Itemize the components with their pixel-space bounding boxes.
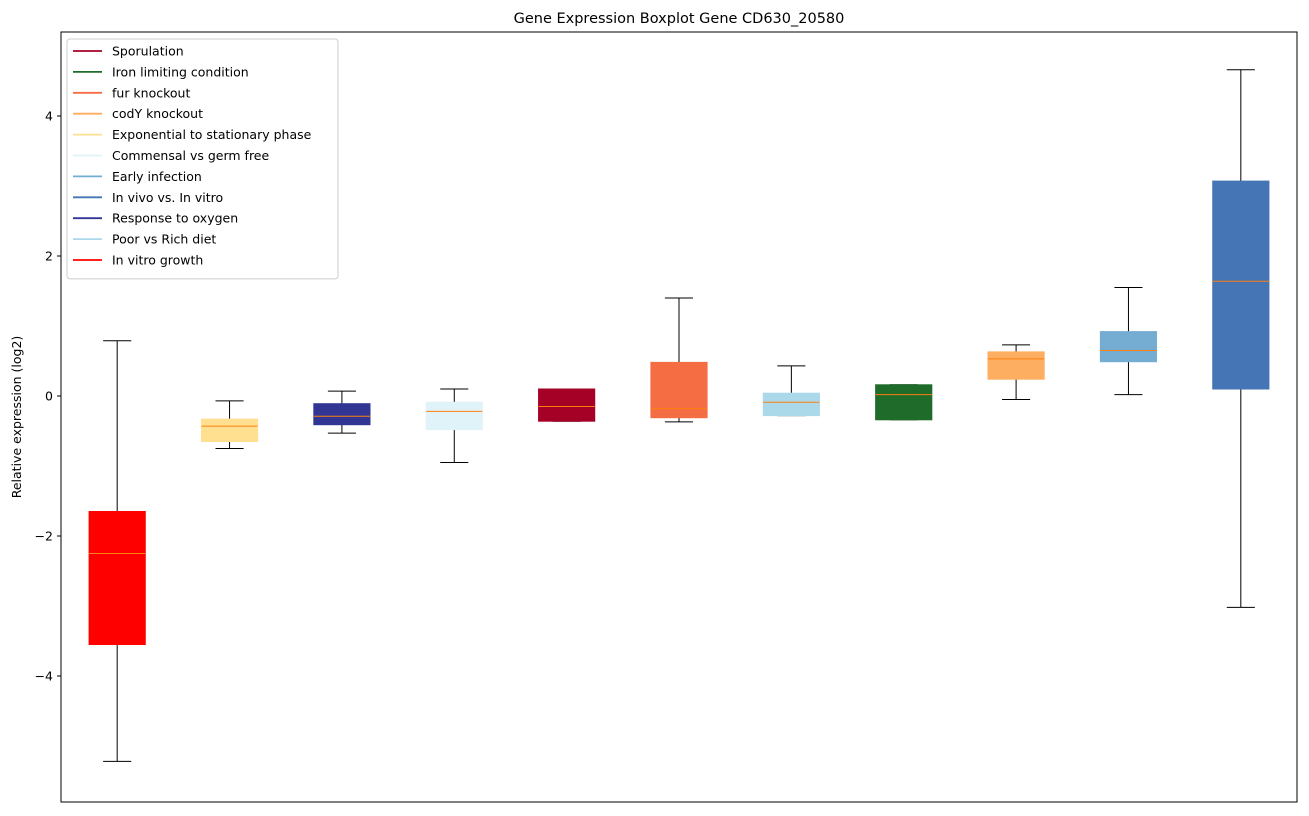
box-body xyxy=(762,392,820,417)
legend-label: In vivo vs. In vitro xyxy=(112,190,223,205)
box-body xyxy=(200,418,259,443)
legend-item: Exponential to stationary phase xyxy=(73,127,312,142)
legend-frame xyxy=(66,38,339,280)
box-10 xyxy=(1099,287,1158,396)
box-body xyxy=(425,401,483,431)
legend-item: Sporulation xyxy=(73,44,184,59)
legend-item: Commensal vs germ free xyxy=(73,148,269,163)
box-body xyxy=(1212,180,1270,390)
box-1 xyxy=(88,340,146,762)
legend-item: Poor vs Rich diet xyxy=(73,232,216,247)
plot-area: −4 −2 0 2 4 xyxy=(35,31,1298,803)
box-11 xyxy=(1212,69,1270,608)
legend-item: In vitro growth xyxy=(73,253,203,268)
box-body xyxy=(1099,331,1158,363)
legend-item: Iron limiting condition xyxy=(73,64,249,79)
axes-frame xyxy=(60,31,1298,803)
legend-label: In vitro growth xyxy=(112,253,203,268)
y-tick-label: 4 xyxy=(45,109,53,124)
box-body xyxy=(313,403,371,426)
box-3 xyxy=(313,390,371,434)
legend-item: codY knockout xyxy=(73,106,203,121)
legend-item: In vivo vs. In vitro xyxy=(73,190,223,205)
legend-item: Response to oxygen xyxy=(73,211,238,226)
box-8 xyxy=(875,384,933,421)
y-tick-label: −2 xyxy=(35,529,53,544)
legend-label: Sporulation xyxy=(112,44,184,59)
box-6 xyxy=(650,297,708,423)
legend-label: Early infection xyxy=(112,169,202,184)
legend-label: Commensal vs germ free xyxy=(112,148,269,163)
legend-label: fur knockout xyxy=(112,85,190,100)
box-body xyxy=(538,388,596,422)
y-axis-label: Relative expression (log2) xyxy=(9,336,24,499)
y-tick-label: 2 xyxy=(45,249,53,264)
box-9 xyxy=(987,344,1045,400)
chart-title: Gene Expression Boxplot Gene CD630_20580 xyxy=(514,11,845,27)
legend-label: Exponential to stationary phase xyxy=(112,127,312,142)
box-body xyxy=(987,351,1045,380)
box-body xyxy=(88,511,146,645)
legend: Sporulation Iron limiting condition fur kn… xyxy=(66,38,339,280)
box-body xyxy=(875,384,933,421)
box-5 xyxy=(538,388,596,422)
legend-label: codY knockout xyxy=(112,106,203,121)
box-body xyxy=(650,361,708,419)
y-tick-label: −4 xyxy=(35,669,53,684)
legend-item: Early infection xyxy=(73,169,202,184)
box-4 xyxy=(425,388,483,463)
box-7 xyxy=(762,365,820,417)
legend-item: fur knockout xyxy=(73,85,190,100)
y-tick-label: 0 xyxy=(45,389,53,404)
box-2 xyxy=(200,400,259,449)
legend-label: Response to oxygen xyxy=(112,211,238,226)
legend-label: Poor vs Rich diet xyxy=(112,232,216,247)
legend-label: Iron limiting condition xyxy=(112,64,249,79)
